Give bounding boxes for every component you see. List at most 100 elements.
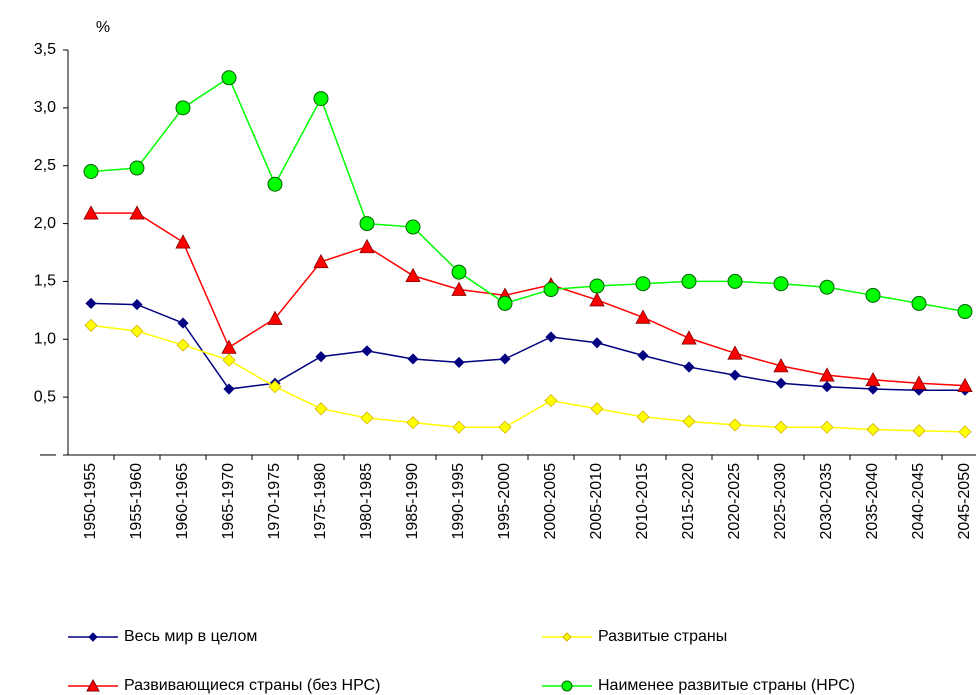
marker	[774, 420, 788, 434]
marker	[314, 402, 328, 416]
marker	[359, 238, 375, 254]
marker	[636, 410, 650, 424]
x-tick-label: 1990-1995	[450, 463, 467, 540]
marker	[911, 295, 927, 311]
marker	[267, 176, 283, 192]
marker	[406, 416, 420, 430]
x-tick-label: 1955-1960	[128, 463, 145, 540]
x-tick-label: 2035-2040	[864, 463, 881, 540]
x-tick-label: 1970-1975	[266, 463, 283, 540]
marker	[176, 338, 190, 352]
marker	[775, 377, 787, 389]
marker	[84, 318, 98, 332]
series-line	[90, 76, 966, 313]
marker	[453, 356, 465, 368]
x-tick-label: 2025-2030	[772, 463, 789, 540]
x-tick-label: 1985-1990	[404, 463, 421, 540]
x-tick-label: 2000-2005	[542, 463, 559, 540]
x-tick-label: 1950-1955	[82, 463, 99, 540]
marker	[221, 339, 237, 354]
legend-label: Развитые страны	[598, 628, 727, 645]
x-tick-label: 1960-1965	[174, 463, 191, 540]
legend-label: Весь мир в целом	[124, 628, 257, 645]
marker	[85, 297, 97, 309]
marker	[497, 295, 513, 311]
marker	[315, 351, 327, 363]
marker	[957, 304, 973, 320]
y-tick-label: 2,5	[34, 157, 56, 174]
marker	[821, 381, 833, 393]
marker	[911, 375, 927, 390]
legend-marker	[562, 632, 572, 642]
marker	[957, 377, 973, 392]
x-tick-label: 2030-2035	[818, 463, 835, 540]
marker	[773, 358, 789, 373]
y-tick-label: 1,0	[34, 331, 56, 348]
marker	[83, 164, 99, 179]
marker	[452, 420, 466, 434]
y-tick-label: 3,0	[34, 99, 56, 116]
x-tick-label: 1980-1985	[358, 463, 375, 540]
marker	[313, 91, 329, 107]
marker	[589, 278, 605, 294]
marker	[221, 70, 237, 86]
marker	[405, 267, 421, 283]
marker	[175, 234, 191, 249]
marker	[820, 420, 834, 434]
marker	[130, 324, 144, 338]
marker	[635, 309, 651, 324]
marker	[268, 380, 282, 394]
y-tick-label: 0,5	[34, 388, 56, 405]
marker	[591, 337, 603, 349]
marker	[407, 353, 419, 365]
marker	[819, 367, 835, 382]
marker	[175, 100, 191, 116]
marker	[867, 383, 879, 395]
marker	[819, 279, 835, 295]
marker	[637, 349, 649, 362]
marker	[727, 345, 743, 360]
marker	[958, 425, 972, 439]
marker	[590, 402, 604, 416]
marker	[499, 353, 511, 365]
x-tick-label: 2040-2045	[910, 463, 927, 540]
legend-marker	[88, 632, 98, 642]
marker	[589, 292, 605, 307]
x-tick-label: 1995-2000	[496, 463, 513, 540]
marker	[727, 273, 743, 289]
marker	[359, 216, 375, 232]
y-tick-label: 1,5	[34, 273, 56, 290]
marker	[498, 420, 512, 434]
marker	[405, 219, 421, 235]
x-tick-label: 2020-2025	[726, 463, 743, 540]
marker	[544, 394, 558, 408]
x-tick-label: 2010-2015	[634, 463, 651, 540]
marker	[360, 411, 374, 425]
legend-marker	[86, 678, 100, 692]
marker	[681, 330, 697, 345]
y-axis-label: %	[96, 19, 110, 36]
legend-marker	[561, 680, 573, 692]
legend-label: Наименее развитые страны (НРС)	[598, 677, 855, 694]
marker	[451, 264, 467, 280]
marker	[129, 160, 145, 176]
x-tick-label: 2015-2020	[680, 463, 697, 540]
y-tick-label: 2,0	[34, 215, 56, 232]
legend-label: Развивающиеся страны (без НРС)	[124, 677, 380, 694]
y-tick-label: —	[40, 446, 56, 463]
marker	[361, 345, 373, 357]
marker	[451, 281, 467, 296]
marker	[223, 383, 235, 395]
marker	[222, 353, 236, 367]
marker	[313, 253, 329, 269]
marker	[635, 276, 651, 292]
marker	[866, 422, 880, 437]
marker	[545, 331, 557, 343]
series-line	[91, 212, 966, 387]
marker	[129, 205, 145, 220]
x-tick-label: 1975-1980	[312, 463, 329, 540]
marker	[543, 282, 559, 298]
marker	[681, 273, 697, 289]
marker	[682, 414, 696, 429]
